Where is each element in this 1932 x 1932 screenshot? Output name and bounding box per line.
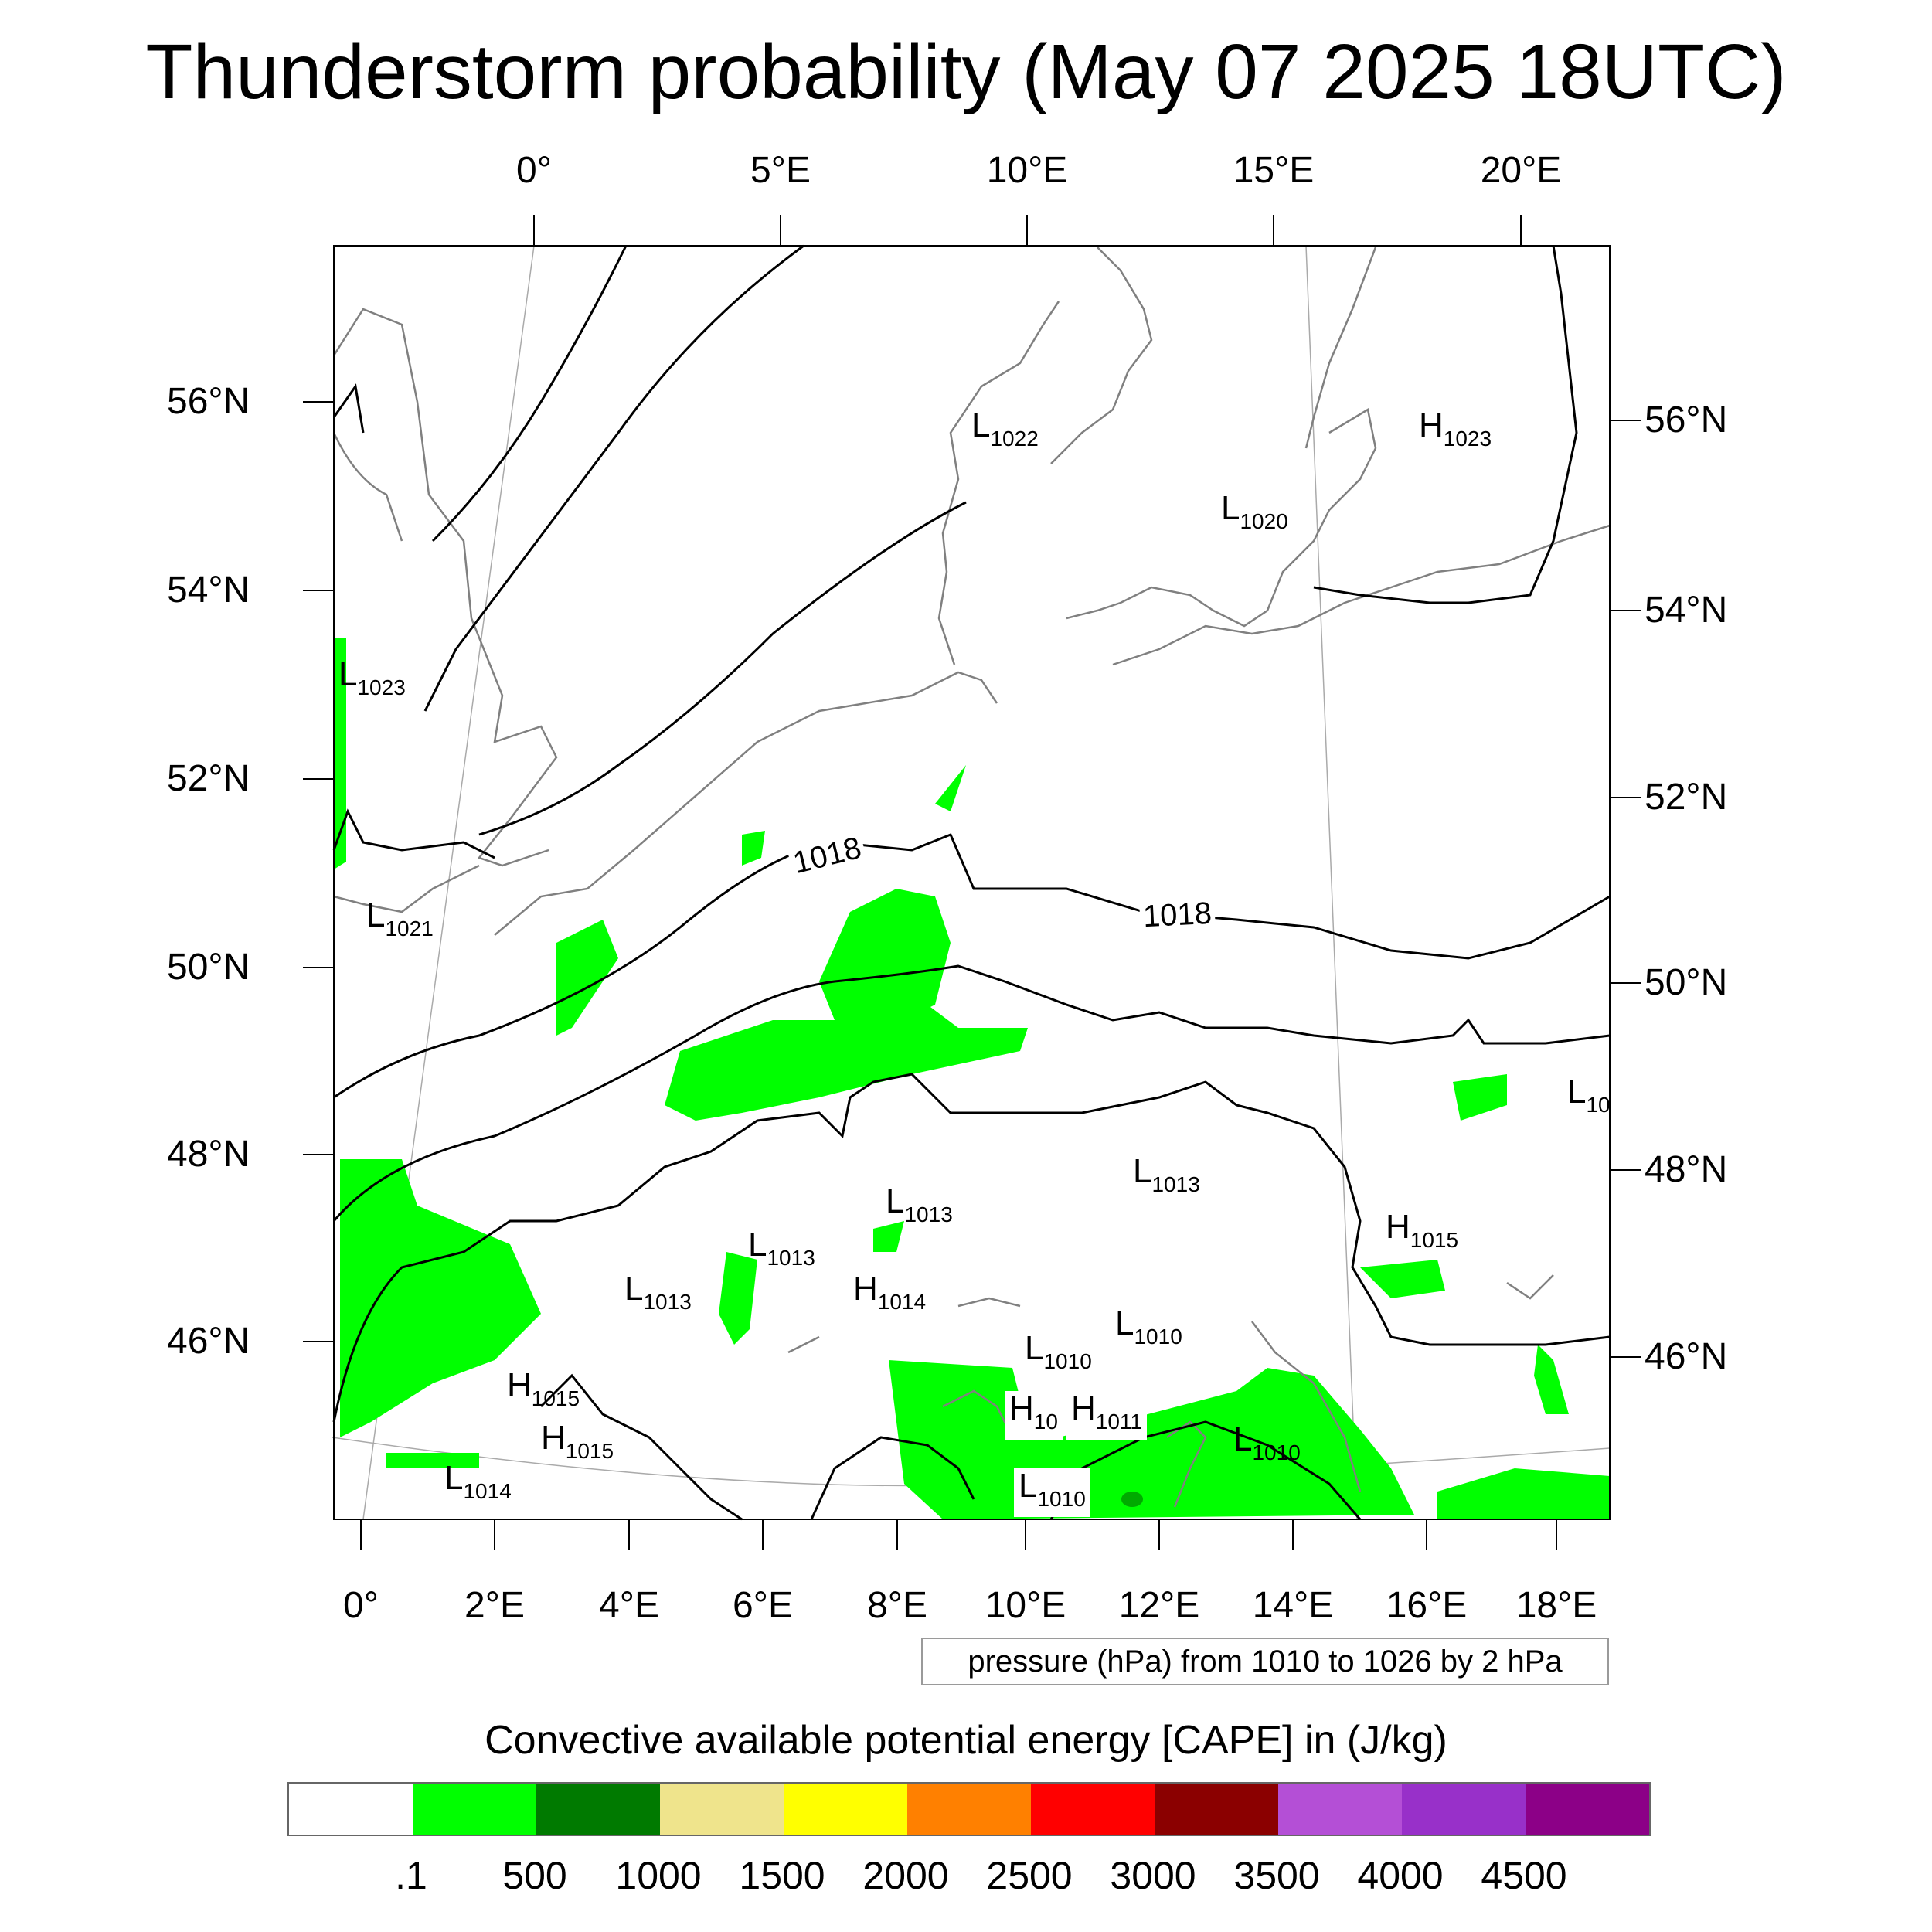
- pressure-system-high: H1015: [541, 1419, 614, 1464]
- pressure-system-low: L1013: [748, 1226, 815, 1270]
- pressure-system-high: H10: [1005, 1391, 1063, 1440]
- top-lon-label: 5°E: [750, 150, 811, 191]
- colorbar-swatch: [660, 1784, 784, 1835]
- left-lat-label: 56°N: [167, 381, 250, 422]
- bottom-lon-label: 10°E: [985, 1585, 1066, 1626]
- colorbar-tick-label: 500: [502, 1854, 567, 1897]
- pressure-system-low: L1013: [624, 1270, 692, 1315]
- coastlines: [332, 247, 1611, 1508]
- map-frame: [333, 245, 1611, 1520]
- colorbar-swatch: [413, 1784, 536, 1835]
- colorbar-title: Convective available potential energy [C…: [485, 1718, 1447, 1763]
- pressure-system-low: L1013: [886, 1182, 953, 1227]
- colorbar-tick-label: 1000: [615, 1854, 702, 1897]
- pressure-system-low: L1014: [444, 1459, 512, 1504]
- top-lon-label: 0°: [516, 150, 552, 191]
- pressure-system-high: H1015: [1386, 1208, 1459, 1253]
- left-lat-label: 52°N: [167, 758, 250, 799]
- colorbar-tick-label: 2500: [986, 1854, 1073, 1897]
- bottom-lon-label: 8°E: [867, 1585, 927, 1626]
- bottom-lon-label: 0°: [343, 1585, 379, 1626]
- bottom-lon-label: 4°E: [599, 1585, 659, 1626]
- right-lat-label: 54°N: [1645, 590, 1728, 631]
- pressure-system-high: H1023: [1419, 406, 1492, 451]
- left-lat-label: 50°N: [167, 947, 250, 988]
- colorbar-tick-label: 1500: [739, 1854, 825, 1897]
- colorbar-swatch: [907, 1784, 1031, 1835]
- colorbar-swatch: [289, 1784, 413, 1835]
- contour-label: 1018: [1138, 896, 1216, 935]
- left-lat-label: 48°N: [167, 1134, 250, 1175]
- bottom-lon-label: 6°E: [733, 1585, 793, 1626]
- cape-dark-spot: [1121, 1492, 1143, 1507]
- pressure-system-low: L1010: [1014, 1468, 1090, 1517]
- bottom-lon-label: 18°E: [1515, 1585, 1597, 1626]
- top-lon-label: 15°E: [1233, 150, 1315, 191]
- right-lat-label: 56°N: [1645, 400, 1728, 440]
- bottom-lon-label: 14°E: [1252, 1585, 1334, 1626]
- top-lon-label: 20°E: [1480, 150, 1562, 191]
- colorbar-swatch: [1526, 1784, 1649, 1835]
- top-lon-label: 10°E: [986, 150, 1068, 191]
- pressure-system-low: L1010: [1115, 1304, 1182, 1349]
- colorbar-swatch: [1402, 1784, 1526, 1835]
- colorbar-tick-label: 4000: [1357, 1854, 1444, 1897]
- pressure-system-low: L1010: [1025, 1329, 1092, 1374]
- pressure-contours: [332, 244, 1611, 1521]
- right-lat-label: 46°N: [1645, 1336, 1728, 1377]
- left-lat-label: 54°N: [167, 570, 250, 611]
- right-lat-label: 50°N: [1645, 962, 1728, 1003]
- colorbar-swatch: [784, 1784, 907, 1835]
- meridian-15e: [1305, 245, 1358, 1520]
- pressure-system-low: L1023: [338, 655, 406, 700]
- colorbar-swatch: [1278, 1784, 1402, 1835]
- colorbar-tick-label: 4500: [1481, 1854, 1567, 1897]
- left-lat-label: 46°N: [167, 1321, 250, 1362]
- bottom-lon-label: 16°E: [1386, 1585, 1468, 1626]
- contour-note: pressure (hPa) from 1010 to 1026 by 2 hP…: [921, 1638, 1609, 1685]
- pressure-system-low: L1020: [1221, 489, 1288, 534]
- pressure-system-low: L1010: [1233, 1420, 1301, 1465]
- colorbar: [287, 1782, 1651, 1836]
- colorbar-swatch: [536, 1784, 660, 1835]
- pressure-system-high: H1014: [853, 1270, 927, 1315]
- pressure-system-high: H1015: [507, 1366, 580, 1411]
- colorbar-swatch: [1155, 1784, 1278, 1835]
- pressure-system-low: L10: [1567, 1073, 1611, 1117]
- chart-title: Thunderstorm probability (May 07 2025 18…: [145, 29, 1787, 115]
- colorbar-swatch: [1031, 1784, 1155, 1835]
- colorbar-tick-label: 2000: [862, 1854, 949, 1897]
- colorbar-tick-label: 3500: [1233, 1854, 1320, 1897]
- colorbar-tick-label: 3000: [1110, 1854, 1196, 1897]
- pressure-system-low: L1021: [366, 896, 434, 941]
- pressure-system-low: L1013: [1133, 1152, 1200, 1197]
- pressure-system-low: L1022: [971, 406, 1039, 451]
- right-lat-label: 48°N: [1645, 1149, 1728, 1190]
- bottom-lon-label: 12°E: [1118, 1585, 1200, 1626]
- pressure-system-high: H1011: [1066, 1391, 1147, 1440]
- tick-marks: [303, 215, 1641, 1550]
- right-lat-label: 52°N: [1645, 777, 1728, 818]
- bottom-lon-label: 2°E: [464, 1585, 525, 1626]
- colorbar-tick-label: .1: [395, 1854, 427, 1897]
